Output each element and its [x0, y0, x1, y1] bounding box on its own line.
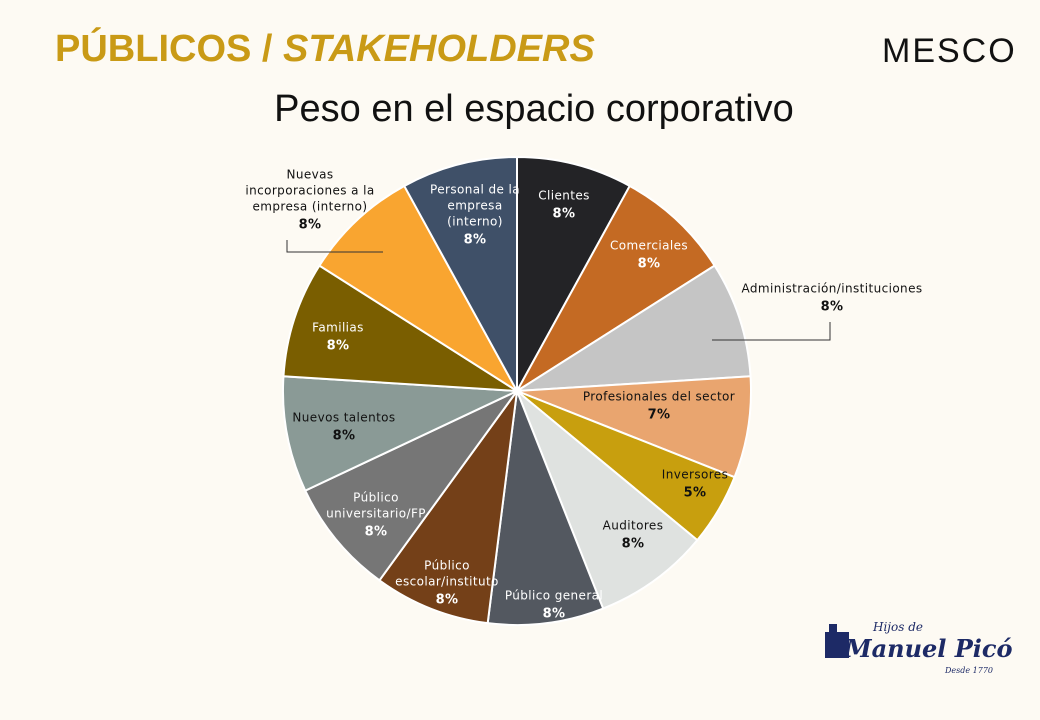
- slice-label: Comerciales 8%: [610, 238, 688, 273]
- slice-label: Nuevos talentos 8%: [292, 410, 395, 445]
- leader-line: [712, 322, 831, 341]
- category-label: Público escolar/instituto: [395, 558, 499, 589]
- slice-label: Clientes 8%: [538, 188, 590, 223]
- slide-title: PÚBLICOS / STAKEHOLDERS: [55, 28, 595, 71]
- category-label: Clientes: [538, 188, 590, 203]
- pie-slice: [282, 375, 518, 492]
- value-label: 8%: [326, 338, 350, 354]
- pie-slice: [318, 184, 518, 392]
- value-label: 8%: [463, 232, 487, 248]
- pie-slice: [282, 264, 518, 392]
- value-label: 8%: [637, 256, 661, 272]
- slice-label: Inversores 5%: [662, 467, 728, 502]
- slice-label: Público universitario/FP 8%: [321, 490, 431, 541]
- value-label: 8%: [298, 217, 322, 233]
- pie-slice: [516, 390, 699, 610]
- chart-title: Peso en el espacio corporativo: [274, 88, 794, 130]
- pie-slice: [378, 390, 518, 625]
- category-label: Nuevas incorporaciones a la empresa (int…: [245, 167, 375, 214]
- pie-slice: [516, 375, 752, 479]
- leader-line: [286, 240, 383, 253]
- value-label: 8%: [435, 592, 459, 608]
- value-label: 7%: [647, 407, 671, 423]
- category-label: Público general: [504, 588, 604, 603]
- slice-label: Nuevas incorporaciones a la empresa (int…: [240, 167, 380, 234]
- slice-label: Personal de la empresa (interno) 8%: [430, 182, 520, 249]
- title-main: PÚBLICOS /: [55, 28, 284, 70]
- category-label: Familias: [312, 320, 364, 335]
- category-label: Profesionales del sector: [582, 389, 736, 404]
- slice-label: Profesionales del sector 7%: [583, 389, 735, 424]
- slice-label: Administración/instituciones 8%: [742, 281, 923, 316]
- title-italic: STAKEHOLDERS: [283, 28, 595, 70]
- value-label: 8%: [364, 524, 388, 540]
- value-label: 8%: [820, 299, 844, 315]
- logo-icon: [825, 624, 849, 658]
- category-label: Personal de la empresa (interno): [430, 182, 520, 229]
- slice-label: Familias 8%: [312, 320, 364, 355]
- pie-slice: [516, 264, 752, 392]
- slice-label: Auditores 8%: [603, 518, 664, 553]
- brand-logo: MESCO: [882, 32, 1017, 70]
- value-label: 8%: [621, 536, 645, 552]
- category-label: Inversores: [661, 467, 729, 482]
- pie-slice: [516, 155, 632, 392]
- value-label: 8%: [542, 606, 566, 622]
- value-label: 8%: [552, 206, 576, 222]
- pie-slice: [486, 390, 605, 626]
- pie-slice: [516, 184, 716, 392]
- pie-slice: [303, 390, 518, 582]
- logo-line2: Manuel Picó: [845, 634, 1013, 663]
- category-label: Nuevos talentos: [292, 410, 396, 425]
- category-label: Público universitario/FP: [326, 490, 426, 521]
- logo-line3: Desde 1770: [945, 666, 994, 675]
- category-label: Administración/instituciones: [741, 281, 923, 296]
- value-label: 8%: [332, 428, 356, 444]
- slice-label: Público escolar/instituto 8%: [392, 558, 502, 609]
- logo-line1: Hijos de: [873, 620, 924, 634]
- value-label: 5%: [683, 485, 707, 501]
- slice-label: Público general 8%: [505, 588, 603, 623]
- pie-slice: [402, 155, 518, 392]
- category-label: Comerciales: [609, 238, 689, 253]
- category-label: Auditores: [602, 518, 664, 533]
